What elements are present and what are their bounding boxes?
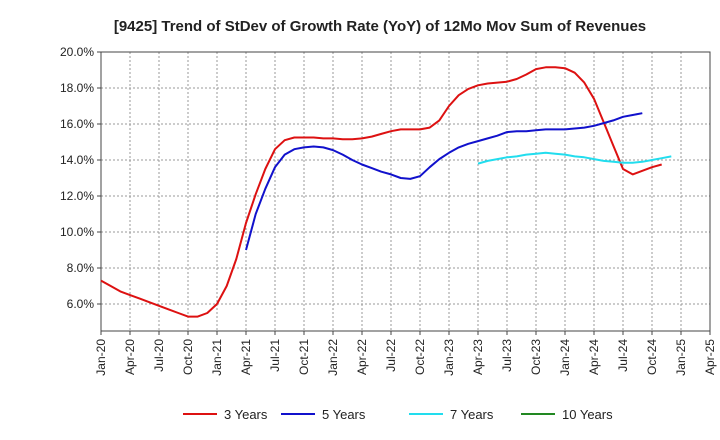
y-tick-label: 16.0% — [60, 117, 94, 131]
legend-item: 7 Years — [409, 407, 494, 422]
x-axis: Jan-20 Apr-20 Jul-20 Oct-20 Jan-21 Apr-21 Jul-… — [94, 331, 717, 376]
x-tick-label: Jul-22 — [384, 339, 398, 372]
y-tick-label: 10.0% — [60, 225, 94, 239]
legend-item: 3 Years — [183, 407, 268, 422]
series-line-7-years — [477, 151, 672, 165]
x-tick-label: Jul-20 — [152, 339, 166, 372]
x-tick-label: Oct-23 — [529, 339, 543, 375]
series-line-3-years — [100, 66, 662, 318]
x-tick-label: Jan-24 — [558, 339, 572, 376]
y-axis: 6.0% 8.0% 10.0% 12.0% 14.0% 16.0% 18.0% 20.0% — [60, 45, 101, 311]
legend-label: 10 Years — [562, 407, 613, 422]
series-lines — [100, 66, 672, 318]
grid — [101, 52, 710, 331]
x-tick-label: Apr-20 — [123, 339, 137, 375]
x-tick-label: Apr-23 — [471, 339, 485, 375]
x-tick-label: Oct-24 — [645, 339, 659, 375]
y-tick-label: 18.0% — [60, 81, 94, 95]
x-tick-label: Apr-25 — [703, 339, 717, 375]
legend-label: 7 Years — [450, 407, 494, 422]
series-line-5-years — [245, 112, 643, 251]
x-tick-label: Jul-23 — [500, 339, 514, 372]
legend-label: 5 Years — [322, 407, 366, 422]
x-tick-label: Oct-20 — [181, 339, 195, 375]
x-tick-label: Oct-21 — [297, 339, 311, 375]
y-tick-label: 14.0% — [60, 153, 94, 167]
legend-item: 10 Years — [521, 407, 613, 422]
x-tick-label: Jan-21 — [210, 339, 224, 376]
x-tick-label: Jan-22 — [326, 339, 340, 376]
x-tick-label: Jul-24 — [616, 339, 630, 372]
x-tick-label: Jan-20 — [94, 339, 108, 376]
x-tick-label: Jul-21 — [268, 339, 282, 372]
y-tick-label: 6.0% — [67, 297, 95, 311]
legend-item: 5 Years — [281, 407, 366, 422]
x-tick-label: Apr-24 — [587, 339, 601, 375]
x-tick-label: Apr-22 — [355, 339, 369, 375]
y-tick-label: 20.0% — [60, 45, 94, 59]
legend: 3 Years 5 Years 7 Years 10 Years — [183, 407, 613, 422]
y-tick-label: 8.0% — [67, 261, 95, 275]
x-tick-label: Jan-23 — [442, 339, 456, 376]
plot-area — [100, 51, 711, 332]
x-tick-label: Apr-21 — [239, 339, 253, 375]
y-tick-label: 12.0% — [60, 189, 94, 203]
legend-label: 3 Years — [224, 407, 268, 422]
x-tick-label: Oct-22 — [413, 339, 427, 375]
x-tick-label: Jan-25 — [674, 339, 688, 376]
chart-title: [9425] Trend of StDev of Growth Rate (Yo… — [114, 18, 646, 35]
